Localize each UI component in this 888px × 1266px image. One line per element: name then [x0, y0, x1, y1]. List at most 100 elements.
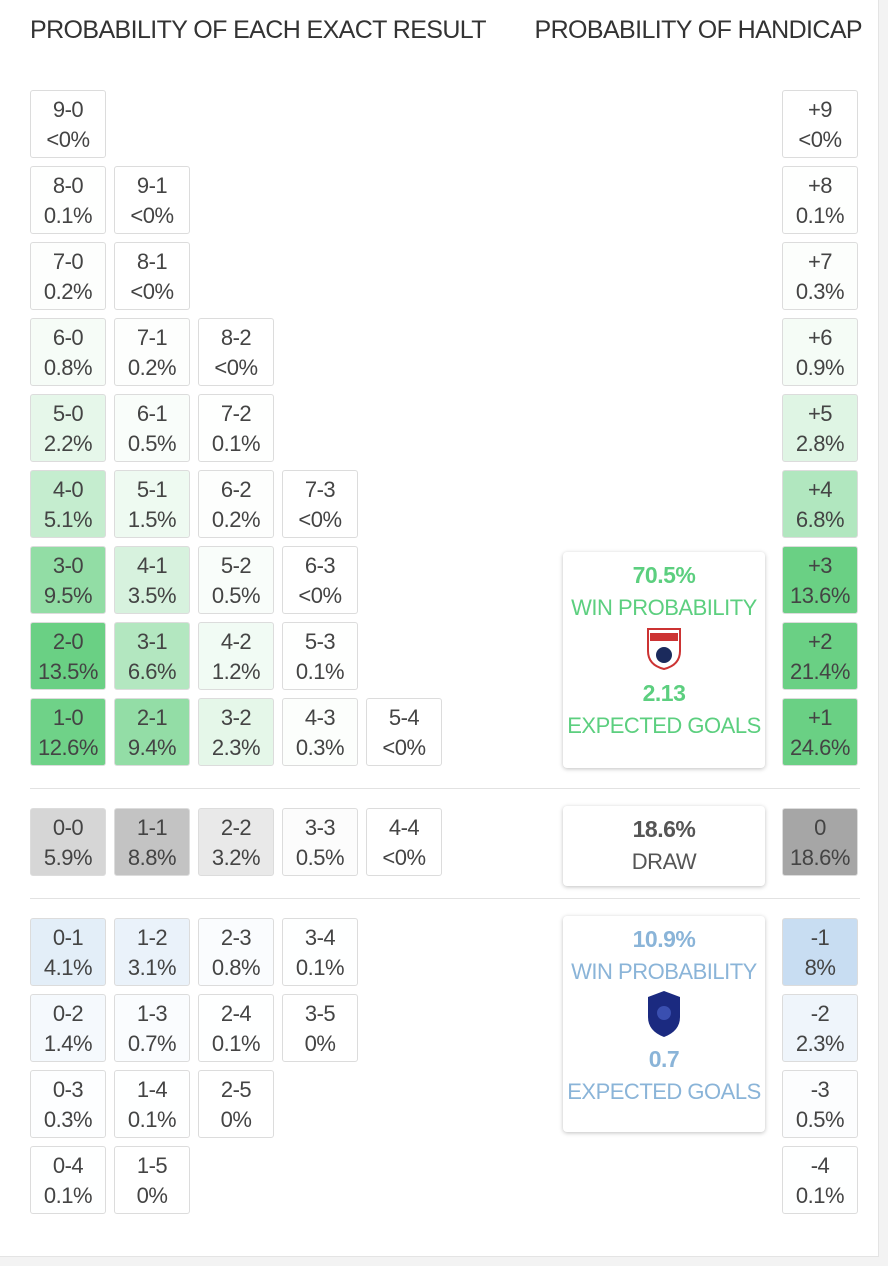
- cell-prob: 6.6%: [127, 659, 177, 684]
- cell-label: 2-3: [220, 925, 252, 950]
- cell-label: 4-1: [136, 553, 168, 578]
- cell-prob: 13.6%: [790, 583, 850, 608]
- cell-prob: 0.7%: [127, 1031, 177, 1056]
- cell: 2-0 13.5%: [30, 622, 106, 690]
- cell: 2-4 0.1%: [198, 994, 274, 1062]
- cell-label: 1-2: [136, 925, 168, 950]
- cell-prob: 0.1%: [211, 431, 261, 456]
- cell-label: 1-5: [136, 1153, 168, 1178]
- cell-label: 3-5: [304, 1001, 336, 1026]
- cell-prob: <0%: [382, 845, 426, 870]
- cell-prob: 0.8%: [211, 955, 261, 980]
- cell-label: +4: [807, 477, 833, 502]
- cell: 7-0 0.2%: [30, 242, 106, 310]
- cell-label: 3-2: [220, 705, 252, 730]
- cell: 3-2 2.3%: [198, 698, 274, 766]
- cell-prob: 2.3%: [795, 1031, 845, 1056]
- cell-label: 5-4: [388, 705, 420, 730]
- draw-label: DRAW: [631, 849, 697, 874]
- cell: +6 0.9%: [782, 318, 858, 386]
- away-win-label: WIN PROBABILITY: [571, 959, 757, 984]
- cell-label: 0-1: [52, 925, 84, 950]
- cell-prob: <0%: [298, 583, 342, 608]
- cell: 4-2 1.2%: [198, 622, 274, 690]
- cell: 2-1 9.4%: [114, 698, 190, 766]
- cell: 0-4 0.1%: [30, 1146, 106, 1214]
- cell-prob: 6.8%: [795, 507, 845, 532]
- cell-label: -1: [810, 925, 830, 950]
- cell-prob: 1.2%: [211, 659, 261, 684]
- cell-prob: 2.3%: [211, 735, 261, 760]
- cell-label: -2: [810, 1001, 830, 1026]
- cell: 3-1 6.6%: [114, 622, 190, 690]
- draw-prob: 18.6%: [632, 816, 696, 842]
- draw-summary: 18.6% DRAW: [563, 806, 765, 886]
- cell-prob: 0.1%: [43, 203, 93, 228]
- cell: 6-3 <0%: [282, 546, 358, 614]
- cell-label: 4-4: [388, 815, 420, 840]
- cell-prob: 2.8%: [795, 431, 845, 456]
- cell-label: 2-5: [220, 1077, 252, 1102]
- cell: 8-0 0.1%: [30, 166, 106, 234]
- cell: 0-0 5.9%: [30, 808, 106, 876]
- cell-prob: 5.9%: [43, 845, 93, 870]
- cell-label: 2-0: [52, 629, 84, 654]
- home-win-label: WIN PROBABILITY: [571, 595, 757, 620]
- cell-prob: 12.6%: [38, 735, 98, 760]
- away-xg-label: EXPECTED GOALS: [567, 1079, 761, 1104]
- cell-prob: 0.2%: [211, 507, 261, 532]
- cell: +3 13.6%: [782, 546, 858, 614]
- cell: 3-3 0.5%: [282, 808, 358, 876]
- cell: 0 18.6%: [782, 808, 858, 876]
- home-summary: 70.5% WIN PROBABILITY 2.13 EXPECTED GOAL…: [563, 552, 765, 768]
- cell-prob: 0.3%: [43, 1107, 93, 1132]
- cell-prob: 24.6%: [790, 735, 850, 760]
- cell: 7-1 0.2%: [114, 318, 190, 386]
- cell-label: 9-1: [136, 173, 168, 198]
- cell-label: 4-3: [304, 705, 336, 730]
- separator: [30, 788, 860, 789]
- cell-prob: 0.1%: [295, 659, 345, 684]
- cell-label: +5: [807, 401, 833, 426]
- cell: 5-3 0.1%: [282, 622, 358, 690]
- cell-prob: <0%: [130, 203, 174, 228]
- cell: 1-2 3.1%: [114, 918, 190, 986]
- cell: 5-2 0.5%: [198, 546, 274, 614]
- cell: 1-4 0.1%: [114, 1070, 190, 1138]
- cell: +5 2.8%: [782, 394, 858, 462]
- cell-prob: 9.4%: [127, 735, 177, 760]
- cell: 3-0 9.5%: [30, 546, 106, 614]
- cell: 5-4 <0%: [366, 698, 442, 766]
- cell-label: 7-0: [52, 249, 84, 274]
- cell-prob: 0.1%: [795, 203, 845, 228]
- cell-label: 2-4: [220, 1001, 252, 1026]
- cell: 6-2 0.2%: [198, 470, 274, 538]
- cell-prob: <0%: [46, 127, 90, 152]
- cell-label: 6-2: [220, 477, 252, 502]
- cell-prob: 21.4%: [790, 659, 850, 684]
- cell-prob: 0.2%: [43, 279, 93, 304]
- cell-label: 4-0: [52, 477, 84, 502]
- cell: 3-5 0%: [282, 994, 358, 1062]
- cell-label: 4-2: [220, 629, 252, 654]
- cell-prob: 1.5%: [127, 507, 177, 532]
- cell: +4 6.8%: [782, 470, 858, 538]
- cell: +7 0.3%: [782, 242, 858, 310]
- cell: -1 8%: [782, 918, 858, 986]
- cell-prob: 18.6%: [790, 845, 850, 870]
- cell-label: 2-1: [136, 705, 168, 730]
- cell-label: 7-1: [136, 325, 168, 350]
- away-xg: 0.7: [648, 1046, 680, 1072]
- home-xg-label: EXPECTED GOALS: [567, 713, 761, 738]
- cell-prob: 0.5%: [795, 1107, 845, 1132]
- cell-label: 0: [814, 815, 826, 840]
- cell: 1-1 8.8%: [114, 808, 190, 876]
- cell-label: 8-2: [220, 325, 252, 350]
- home-xg: 2.13: [642, 680, 686, 706]
- cell-prob: 0.1%: [43, 1183, 93, 1208]
- cell-label: +1: [807, 705, 833, 730]
- cell-prob: 3.1%: [127, 955, 177, 980]
- cell: 6-0 0.8%: [30, 318, 106, 386]
- cell-label: 3-0: [52, 553, 84, 578]
